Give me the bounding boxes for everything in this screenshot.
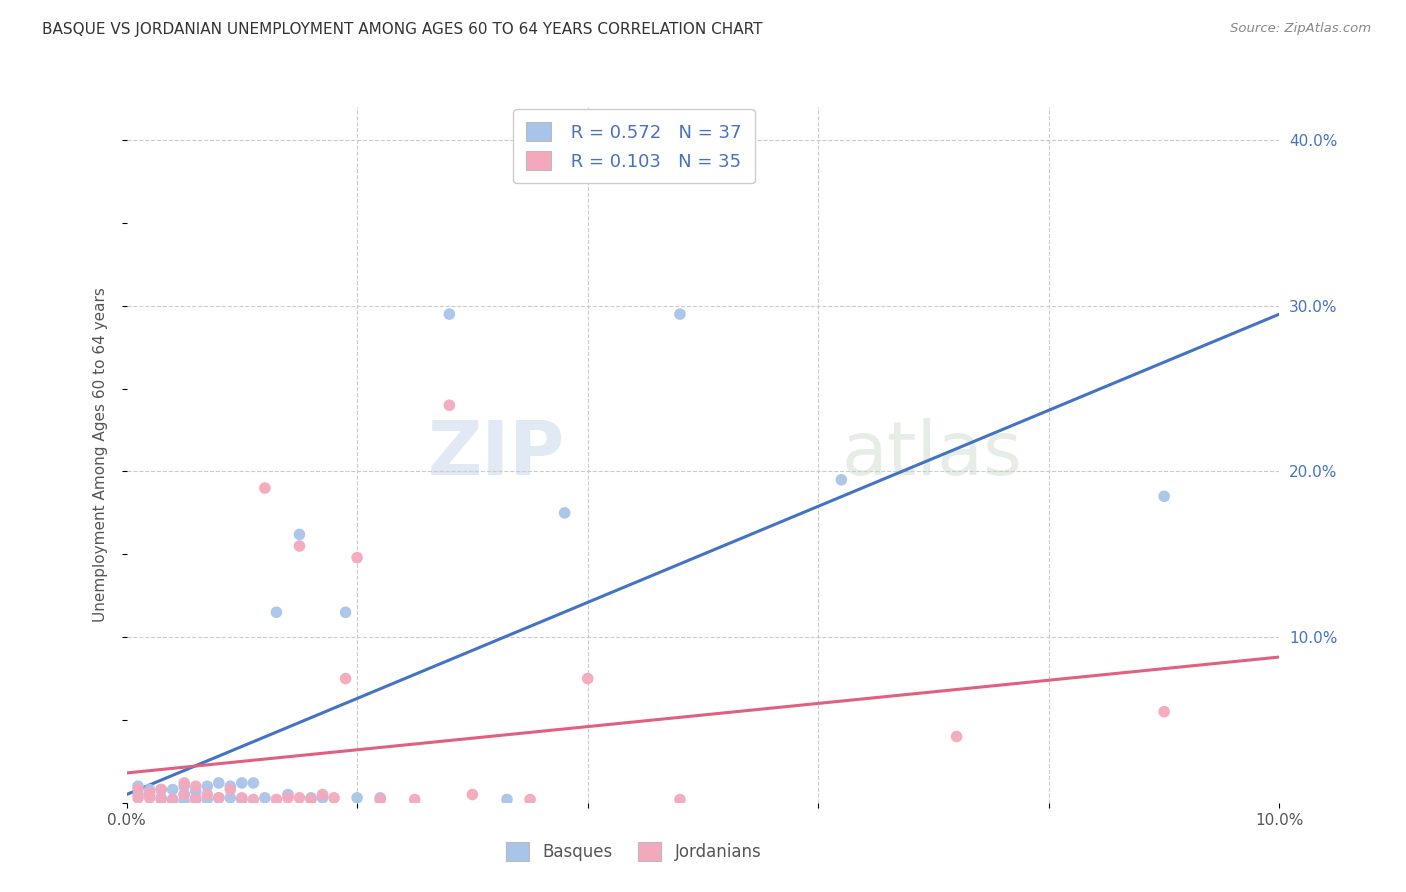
Point — [335, 672, 357, 686]
Point — [173, 776, 195, 790]
Point — [150, 790, 173, 805]
Point — [195, 788, 218, 802]
Point — [253, 790, 276, 805]
Text: ZIP: ZIP — [427, 418, 565, 491]
Text: Source: ZipAtlas.com: Source: ZipAtlas.com — [1230, 22, 1371, 36]
Point — [208, 790, 231, 805]
Point — [150, 782, 173, 797]
Point — [208, 790, 231, 805]
Point — [173, 779, 195, 793]
Point — [127, 788, 149, 802]
Point — [519, 792, 541, 806]
Point — [184, 792, 207, 806]
Point — [830, 473, 852, 487]
Point — [184, 790, 207, 805]
Point — [461, 788, 484, 802]
Point — [138, 786, 160, 800]
Point — [311, 790, 333, 805]
Point — [231, 792, 253, 806]
Point — [299, 792, 322, 806]
Point — [368, 792, 391, 806]
Point — [219, 779, 242, 793]
Point — [150, 782, 173, 797]
Point — [138, 790, 160, 805]
Point — [266, 792, 288, 806]
Point — [266, 605, 288, 619]
Point — [439, 307, 461, 321]
Point — [346, 790, 368, 805]
Point — [184, 779, 207, 793]
Point — [162, 782, 184, 797]
Point — [945, 730, 967, 744]
Point — [138, 782, 160, 797]
Point — [277, 788, 299, 802]
Point — [173, 788, 195, 802]
Text: atlas: atlas — [841, 418, 1022, 491]
Point — [219, 790, 242, 805]
Point — [231, 790, 253, 805]
Point — [335, 605, 357, 619]
Point — [127, 782, 149, 797]
Legend: Basques, Jordanians: Basques, Jordanians — [496, 832, 772, 871]
Point — [323, 790, 346, 805]
Point — [184, 784, 207, 798]
Point — [195, 792, 218, 806]
Point — [242, 792, 264, 806]
Point — [439, 398, 461, 412]
Point — [669, 307, 692, 321]
Point — [173, 794, 195, 808]
Point — [195, 779, 218, 793]
Point — [288, 539, 311, 553]
Point — [277, 790, 299, 805]
Point — [1153, 705, 1175, 719]
Point — [1153, 489, 1175, 503]
Point — [173, 788, 195, 802]
Y-axis label: Unemployment Among Ages 60 to 64 years: Unemployment Among Ages 60 to 64 years — [93, 287, 108, 623]
Text: BASQUE VS JORDANIAN UNEMPLOYMENT AMONG AGES 60 TO 64 YEARS CORRELATION CHART: BASQUE VS JORDANIAN UNEMPLOYMENT AMONG A… — [42, 22, 762, 37]
Point — [311, 788, 333, 802]
Point — [231, 776, 253, 790]
Point — [288, 790, 311, 805]
Point — [368, 790, 391, 805]
Point — [299, 790, 322, 805]
Point — [127, 790, 149, 805]
Point — [404, 792, 426, 806]
Point — [288, 527, 311, 541]
Point — [208, 776, 231, 790]
Point — [127, 779, 149, 793]
Point — [669, 792, 692, 806]
Point — [253, 481, 276, 495]
Point — [150, 792, 173, 806]
Point — [162, 792, 184, 806]
Point — [219, 782, 242, 797]
Point — [554, 506, 576, 520]
Point — [496, 792, 519, 806]
Point — [138, 788, 160, 802]
Point — [346, 550, 368, 565]
Point — [162, 792, 184, 806]
Point — [242, 776, 264, 790]
Point — [576, 672, 599, 686]
